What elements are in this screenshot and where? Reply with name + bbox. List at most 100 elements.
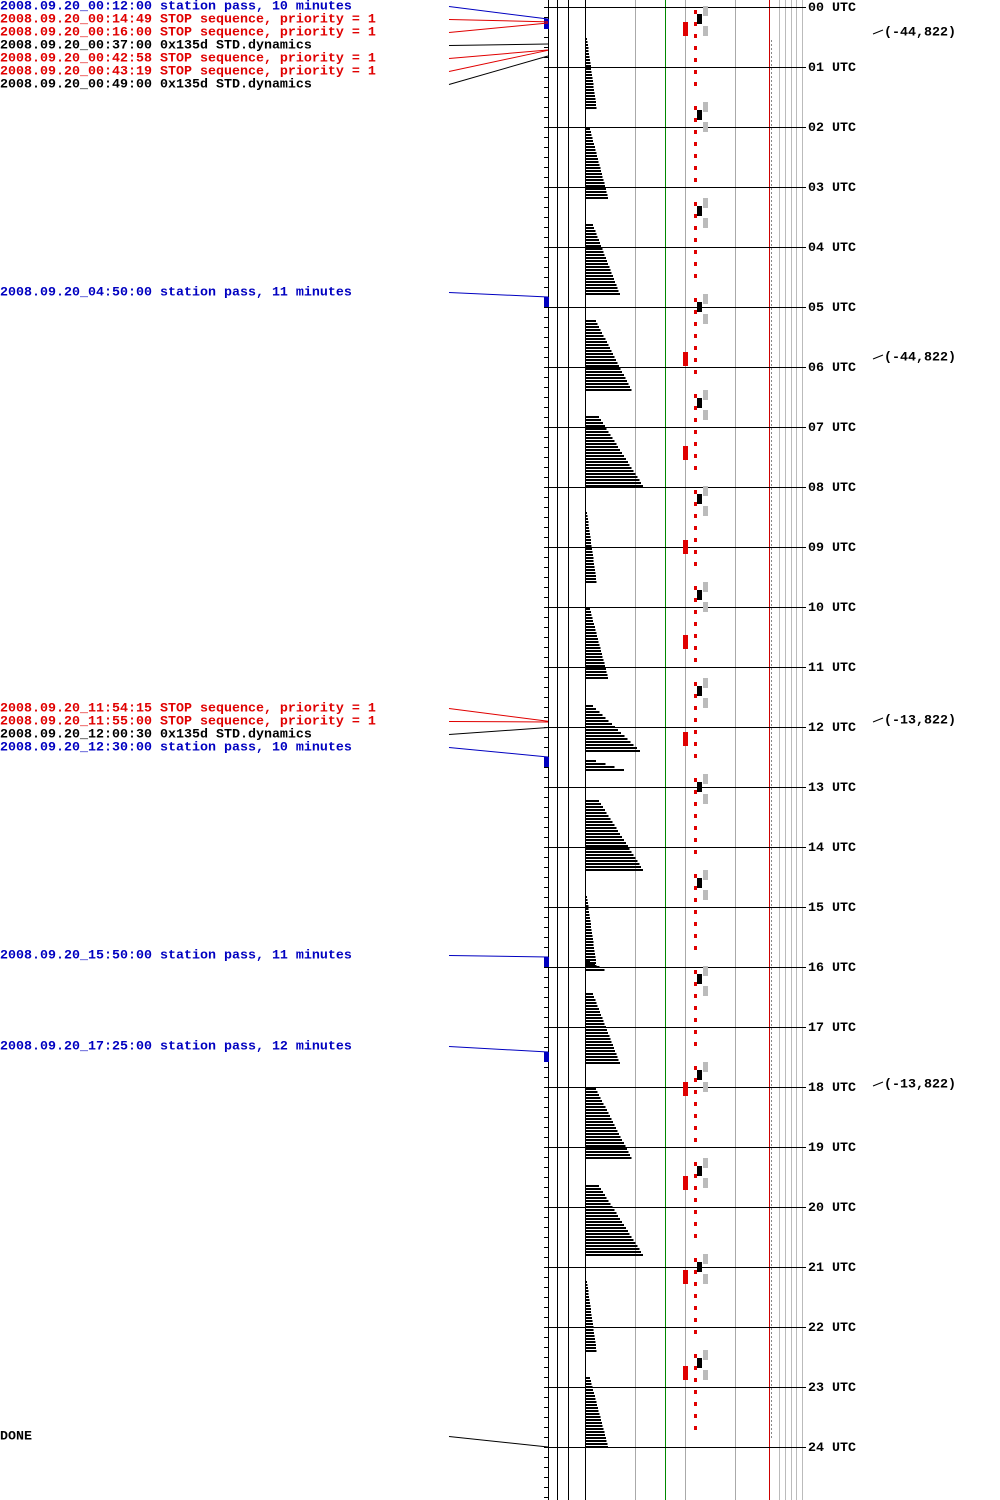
orbit-bar [585,53,590,55]
orbit-bar [585,359,617,361]
gray-dot [771,1132,772,1134]
red-dash [694,226,697,230]
gray-dot [771,600,772,602]
pass-marker [544,297,549,307]
event-label: 2008.09.20_12:30:00 station pass, 10 min… [0,741,352,756]
orbit-bar [585,446,619,448]
gray-dot [771,932,772,934]
red-dash [694,46,697,50]
orbit-bar [585,732,622,734]
orbit-bar [585,1431,605,1433]
gray-dot [771,148,772,150]
orbit-bar [585,341,607,343]
gray-dot [771,376,772,378]
orbit-bar [585,1139,623,1141]
red-dash [694,10,697,14]
gray-dot [771,572,772,574]
gray-dot [771,788,772,790]
red-dash [694,1318,697,1322]
red-marker [683,540,688,554]
gray-dot [771,1044,772,1046]
red-dash [694,934,697,938]
orbit-bar [585,1287,588,1289]
orbit-bar [585,947,595,949]
orbit-bar [585,665,606,667]
gray-dot [771,980,772,982]
orbit-bar [585,1038,611,1040]
orbit-bar [585,176,603,178]
gray-dot [771,140,772,142]
gray-dot [771,1296,772,1298]
orbit-bar [585,763,606,765]
orbit-bar [585,1410,599,1412]
gray-dot [771,784,772,786]
orbit-bar [585,557,594,559]
gray-dot [771,1088,772,1090]
event-label: 2008.09.20_11:54:15 STOP sequence, prior… [0,702,376,717]
state-gray [703,1062,708,1072]
orbit-bar [585,1329,594,1331]
red-dash [694,826,697,830]
red-marker [683,1366,688,1380]
orbit-bar [585,1023,605,1025]
red-dash [694,1426,697,1430]
red-dash [694,406,697,410]
orbit-bar [585,560,594,562]
orbit-bar [585,389,632,391]
red-dash [694,706,697,710]
orbit-bar [585,647,601,649]
gray-dot [771,632,772,634]
orbit-bar [585,1197,607,1199]
orbit-bar [585,368,621,370]
state-gray [703,1350,708,1360]
orbit-bar [585,482,642,484]
orbit-bar [585,1047,614,1049]
orbit-bar [585,1236,632,1238]
orbit-bar [585,1100,603,1102]
red-dash [694,166,697,170]
orbit-bar [585,650,602,652]
orbit-bar [585,923,591,925]
event-connector [448,43,549,46]
orbit-bar [585,65,591,67]
gray-dot [771,1416,772,1418]
orbit-bar [585,428,607,430]
orbit-bar [585,257,606,259]
gray-dot [771,808,772,810]
gray-dot [771,324,772,326]
red-dash [694,1042,697,1046]
state-gray [703,294,708,304]
red-marker [683,1176,688,1190]
orbit-bar [585,245,602,247]
gray-dot [771,276,772,278]
orbit-bar [585,191,607,193]
orbit-bar [585,1059,619,1061]
orbit-bar [585,431,609,433]
gray-dot [771,412,772,414]
gray-dot [771,492,772,494]
red-dash [694,1186,697,1190]
orbit-bar [585,950,595,952]
state-black [697,398,702,408]
orbit-bar [585,434,611,436]
gray-dot [771,776,772,778]
orbit-bar [585,224,593,226]
orbit-bar [585,1221,622,1223]
gray-dot [771,1188,772,1190]
orbit-bar [585,766,615,768]
state-gray [703,1254,708,1264]
state-black [697,206,702,216]
orbit-bar [585,1224,624,1226]
gray-dot [771,1244,772,1246]
gray-dot [771,360,772,362]
gray-dot [771,728,772,730]
gray-dot [771,1024,772,1026]
red-dash [694,634,697,638]
orbit-bar [585,723,612,725]
orbit-bar [585,806,603,808]
red-dash [694,646,697,650]
orbit-bar [585,747,637,749]
gray-dot [771,104,772,106]
gray-dot [771,488,772,490]
orbit-bar [585,548,592,550]
